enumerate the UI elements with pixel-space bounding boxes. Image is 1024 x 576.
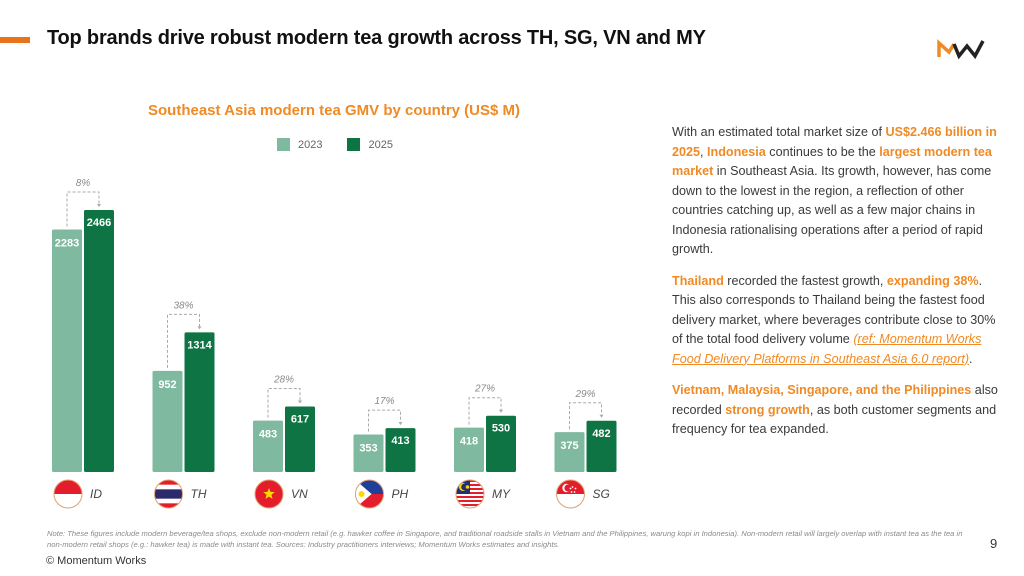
growth-connector-sg: [569, 402, 602, 430]
growth-arrow-ph: [398, 422, 403, 426]
commentary-paragraph-indonesia: With an estimated total market size of U…: [672, 125, 997, 256]
bar-2025-th: [184, 332, 215, 472]
country-label-my: MY: [492, 487, 511, 501]
growth-connector-my: [468, 397, 502, 425]
country-label-ph: PH: [392, 487, 409, 501]
bar-2023-my: [454, 427, 484, 472]
legend-label-2025: 2025: [368, 138, 393, 151]
growth-label-ph: 17%: [374, 396, 394, 407]
thailand-flag-icon: [154, 479, 183, 509]
vietnam-flag-icon: [254, 479, 284, 509]
highlight-other-countries: Vietnam, Malaysia, Singapore, and the Ph…: [672, 383, 972, 397]
value-label-2023-sg: 375: [560, 440, 578, 452]
growth-arrow-sg: [599, 414, 604, 418]
growth-label-vn: 28%: [273, 374, 294, 385]
bar-2023-ph: [353, 434, 384, 472]
chart-title: Southeast Asia modern tea GMV by country…: [148, 102, 521, 119]
growth-connector-vn: [267, 387, 301, 418]
value-label-2023-my: 418: [460, 436, 478, 448]
momentum-works-logo: [937, 39, 985, 60]
country-label-th: TH: [191, 487, 207, 501]
chart-legend: 2023 2025: [277, 138, 418, 151]
value-label-2023-vn: 483: [259, 429, 277, 441]
bar-2025-ph: [385, 428, 416, 472]
growth-connector-id: [66, 191, 100, 227]
value-label-2025-th: 1314: [187, 339, 212, 351]
bar-2023-sg: [554, 432, 585, 472]
malaysia-flag-icon: [455, 479, 485, 509]
growth-label-th: 38%: [173, 300, 193, 311]
bar-2023-id: [52, 229, 82, 472]
growth-arrow-my: [499, 409, 503, 413]
page-title: Top brands drive robust modern tea growt…: [47, 27, 706, 49]
bar-2025-vn: [285, 406, 315, 472]
highlight-expanding: expanding 38%: [886, 273, 979, 288]
value-label-2025-ph: 413: [391, 435, 409, 447]
singapore-flag-icon: [556, 479, 585, 509]
bar-2023-th: [152, 370, 183, 472]
growth-label-id: 8%: [76, 178, 91, 189]
title-accent-bar: [0, 37, 30, 43]
country-label-sg: SG: [593, 487, 610, 501]
legend-swatch-2023: [277, 138, 290, 151]
page-number: 9: [990, 536, 998, 551]
copyright: © Momentum Works: [46, 555, 147, 567]
growth-connector-th: [167, 313, 200, 368]
food-delivery-report-link[interactable]: (ref: Momentum Works Food Delivery Platf…: [672, 332, 982, 366]
value-label-2025-my: 530: [492, 423, 510, 435]
highlight-thailand: Thailand: [672, 273, 724, 288]
legend-item-2025: 2025: [347, 138, 393, 151]
legend-item-2023: 2023: [277, 138, 322, 151]
commentary-paragraph-thailand: Thailand recorded the fastest growth, ex…: [672, 273, 996, 366]
value-label-2023-id: 2283: [55, 237, 79, 249]
growth-arrow-vn: [298, 400, 302, 404]
philippines-flag-icon: [355, 479, 384, 509]
indonesia-flag-icon: [53, 479, 83, 509]
legend-swatch-2025: [347, 138, 361, 151]
growth-arrow-th: [197, 326, 202, 330]
growth-arrow-id: [97, 204, 101, 207]
value-label-2023-th: 952: [158, 379, 176, 391]
highlight-largest-market: largest modern tea market: [672, 144, 992, 179]
commentary-paragraph-others: Vietnam, Malaysia, Singapore, and the Ph…: [672, 383, 998, 436]
value-label-2025-id: 2466: [87, 217, 111, 229]
value-label-2025-sg: 482: [592, 428, 610, 440]
bar-2023-vn: [253, 420, 283, 472]
commentary-panel: With an estimated total market size of U…: [672, 123, 1007, 452]
growth-label-sg: 29%: [574, 389, 595, 400]
country-label-vn: VN: [291, 487, 308, 501]
highlight-strong-growth: strong growth: [725, 402, 810, 417]
logo-w-stroke: [952, 40, 985, 60]
highlight-indonesia: Indonesia: [707, 144, 766, 159]
gmv-bar-chart: 2283 2466 8% ID 952 1314 38% TH 483 617 28% VN 353 41…: [52, 178, 617, 509]
growth-label-my: 27%: [474, 384, 495, 395]
bar-2025-id: [84, 210, 114, 472]
highlight-market-size: US$2.466 billion in 2025: [672, 125, 997, 159]
legend-label-2023: 2023: [298, 138, 323, 151]
growth-connector-ph: [368, 409, 401, 432]
value-label-2025-vn: 617: [291, 413, 309, 425]
logo-m-stroke: [937, 39, 956, 57]
bar-2025-my: [486, 415, 516, 472]
bar-2025-sg: [586, 420, 617, 472]
footnote: Note: These figures include modern bever…: [47, 529, 963, 549]
country-label-id: ID: [90, 487, 102, 501]
value-label-2023-ph: 353: [359, 442, 377, 454]
